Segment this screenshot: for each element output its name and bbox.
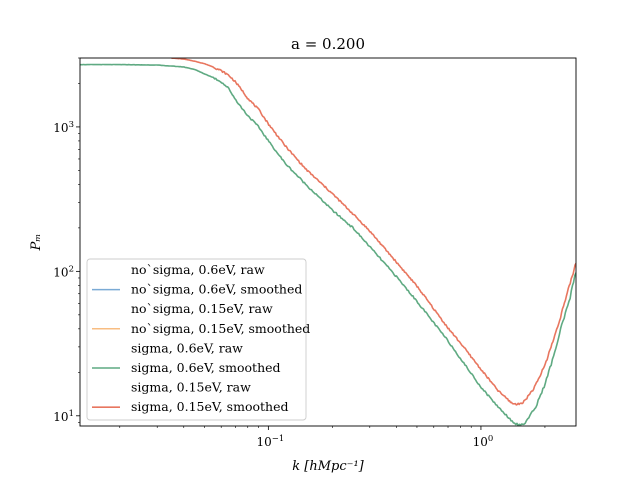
legend-label-6: sigma, 0.15eV, raw xyxy=(131,380,251,395)
legend-box xyxy=(86,258,307,421)
series-line-7 xyxy=(171,58,576,406)
plot-area: 10−1 100 101 102 103 xyxy=(53,57,577,449)
x-tick-label-1: 100 xyxy=(473,434,494,449)
legend-label-5: sigma, 0.6eV, smoothed xyxy=(131,360,281,375)
legend-label-1: no`sigma, 0.6eV, smoothed xyxy=(131,282,302,297)
chart-title: a = 0.200 xyxy=(291,35,365,53)
series-line-5 xyxy=(80,63,576,426)
y-tick-label-0: 101 xyxy=(53,409,74,424)
y-tick-label-2: 103 xyxy=(53,120,74,135)
legend-label-2: no`sigma, 0.15eV, raw xyxy=(131,301,273,316)
axes-frame xyxy=(79,57,577,427)
legend-label-0: no`sigma, 0.6eV, raw xyxy=(131,262,265,277)
legend-label-4: sigma, 0.6eV, raw xyxy=(131,340,243,355)
legend-label-7: sigma, 0.15eV, smoothed xyxy=(131,399,288,414)
y-tick-label-1: 102 xyxy=(53,264,74,279)
x-tick-label-0: 10−1 xyxy=(256,434,284,449)
legend: no`sigma, 0.6eV, raw no`sigma, 0.6eV, smo… xyxy=(86,258,310,421)
legend-label-3: no`sigma, 0.15eV, smoothed xyxy=(131,321,310,336)
y-axis-label: Pₘ xyxy=(29,234,44,252)
x-axis-label: k [hMpc⁻¹] xyxy=(292,459,364,474)
